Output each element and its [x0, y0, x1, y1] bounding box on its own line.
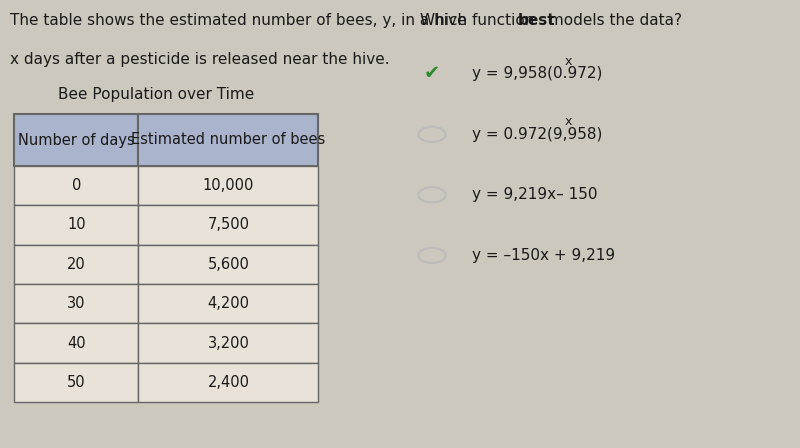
- Text: Bee Population over Time: Bee Population over Time: [58, 87, 254, 102]
- Text: 40: 40: [67, 336, 86, 351]
- Text: Which function: Which function: [420, 13, 539, 28]
- Text: 2,400: 2,400: [207, 375, 250, 390]
- Text: 20: 20: [67, 257, 86, 272]
- Text: y = –150x + 9,219: y = –150x + 9,219: [472, 248, 615, 263]
- Text: best: best: [518, 13, 555, 28]
- Text: 3,200: 3,200: [207, 336, 250, 351]
- Text: 10: 10: [67, 217, 86, 233]
- Text: y = 9,958(0.972): y = 9,958(0.972): [472, 66, 602, 82]
- Text: x: x: [564, 55, 571, 68]
- Text: y = 0.972(9,958): y = 0.972(9,958): [472, 127, 602, 142]
- Text: x days after a pesticide is released near the hive.: x days after a pesticide is released nea…: [10, 52, 390, 66]
- Text: The table shows the estimated number of bees, y, in a hive: The table shows the estimated number of …: [10, 13, 466, 28]
- Text: models the data?: models the data?: [544, 13, 682, 28]
- Text: 50: 50: [67, 375, 86, 390]
- Text: 0: 0: [72, 178, 81, 193]
- Text: 4,200: 4,200: [207, 296, 250, 311]
- Text: ✔: ✔: [424, 65, 440, 83]
- Text: x: x: [564, 115, 571, 129]
- Text: Number of days: Number of days: [18, 133, 134, 147]
- Text: 10,000: 10,000: [202, 178, 254, 193]
- Text: 5,600: 5,600: [207, 257, 250, 272]
- Text: 7,500: 7,500: [207, 217, 250, 233]
- Text: y = 9,219x– 150: y = 9,219x– 150: [472, 187, 598, 202]
- Text: Estimated number of bees: Estimated number of bees: [131, 133, 326, 147]
- Text: 30: 30: [67, 296, 86, 311]
